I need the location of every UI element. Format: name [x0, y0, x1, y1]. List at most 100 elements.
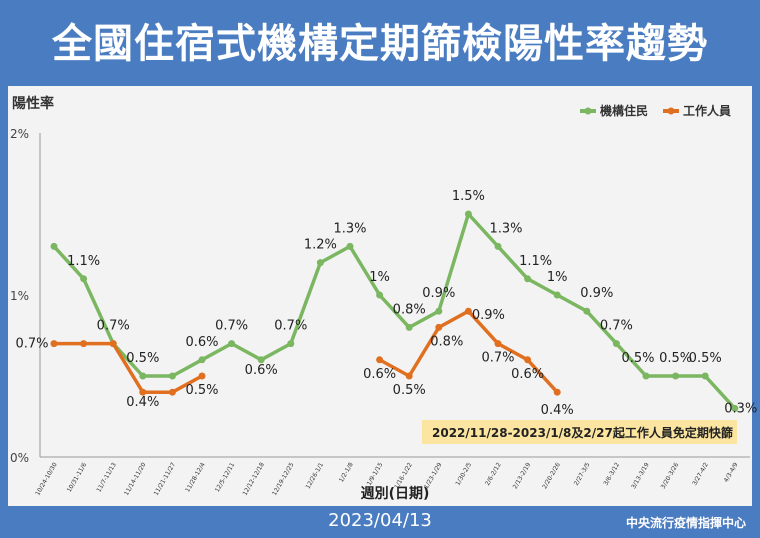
x-tick-label: 3/27-4/2 — [691, 461, 710, 487]
footer-date: 2023/04/13 — [328, 510, 432, 531]
data-point-1-15 — [494, 340, 502, 348]
data-label-0-10: 1.3% — [333, 221, 366, 236]
x-tick-label: 11/21-11/27 — [153, 461, 178, 496]
data-label-0-16: 1.1% — [519, 254, 552, 269]
data-point-0-10 — [346, 242, 354, 250]
data-point-0-15 — [494, 242, 502, 250]
legend-marker-staff — [667, 107, 675, 115]
series-line-0 — [52, 212, 737, 410]
x-axis-label: 週別(日期) — [361, 486, 430, 502]
data-label-1-13: 0.8% — [430, 334, 463, 349]
data-point-1-2 — [109, 340, 117, 348]
data-point-1-14 — [464, 307, 472, 315]
legend: 機構住民 工作人員 — [580, 103, 731, 118]
data-label-0-12: 0.8% — [393, 302, 426, 317]
y-tick-1: 1% — [10, 289, 29, 303]
y-axis-label: 陽性率 — [12, 95, 54, 112]
data-point-0-0 — [50, 242, 58, 250]
data-label-0-18: 0.9% — [580, 286, 613, 301]
data-point-0-18 — [583, 307, 591, 315]
data-labels: 1.1%0.7%0.5%0.6%0.7%0.6%0.7%1.2%1.3%1%0.… — [15, 189, 757, 418]
data-point-0-4 — [168, 372, 176, 380]
data-point-0-22 — [701, 372, 709, 380]
data-point-1-17 — [553, 388, 561, 396]
data-point-1-4 — [168, 388, 176, 396]
data-label-0-23: 0.3% — [724, 401, 757, 416]
x-tick-label: 2/27-3/5 — [573, 461, 592, 487]
data-point-1-13 — [435, 323, 443, 331]
data-label-0-7: 0.6% — [245, 363, 278, 378]
data-label-0-8: 0.7% — [274, 319, 307, 334]
data-label-1-14: 0.9% — [472, 308, 505, 323]
y-tick-2: 2% — [10, 127, 29, 141]
x-tick-label: 1/9-1/15 — [366, 461, 385, 487]
x-tick-label: 2/20-2/26 — [541, 461, 562, 490]
data-label-0-20: 0.5% — [621, 351, 654, 366]
data-point-1-3 — [139, 388, 147, 396]
data-label-0-11: 1% — [369, 270, 390, 285]
data-point-0-14 — [464, 210, 472, 218]
data-label-0-6: 0.7% — [215, 319, 248, 334]
x-tick-label: 12/5-12/11 — [214, 461, 237, 493]
page-title: 全國住宿式機構定期篩檢陽性率趨勢 — [52, 21, 708, 67]
data-label-0-14: 1.5% — [452, 189, 485, 204]
data-point-1-16 — [524, 356, 532, 364]
data-label-0-15: 1.3% — [489, 221, 522, 236]
x-tick-label: 12/26-1/1 — [305, 461, 326, 490]
x-tick-label: 11/28-12/4 — [184, 461, 207, 493]
legend-staff: 工作人員 — [683, 103, 731, 118]
data-point-0-3 — [139, 372, 147, 380]
x-tick-label: 11/14-11/20 — [123, 461, 148, 496]
data-label-0-1: 1.1% — [67, 254, 100, 269]
x-tick-label: 10/24-10/30 — [34, 461, 59, 496]
x-tick-label: 1/2-1/8 — [338, 461, 355, 483]
x-tick-label: 3/6-3/12 — [602, 461, 621, 487]
x-tick-label: 4/3-4/9 — [723, 461, 740, 483]
x-tick-label: 1/30-2/5 — [454, 461, 473, 487]
series-line-1 — [54, 341, 203, 394]
data-point-0-6 — [228, 340, 236, 348]
data-label-0-21: 0.5% — [659, 351, 692, 366]
data-label-0-3: 0.5% — [126, 351, 159, 366]
data-label-1-17: 0.4% — [541, 403, 574, 418]
data-point-0-11 — [376, 291, 384, 299]
annotation-text: 2022/11/28-2023/1/8及2/27起工作人員免定期快篩 — [432, 425, 733, 440]
data-label-0-2: 0.7% — [97, 319, 130, 334]
data-point-0-13 — [435, 307, 443, 315]
data-point-0-9 — [316, 259, 324, 267]
data-label-0-9: 1.2% — [304, 238, 337, 253]
data-point-1-12 — [405, 372, 413, 380]
data-label-1-16: 0.6% — [511, 367, 544, 382]
data-point-0-17 — [553, 291, 561, 299]
x-tick-label: 2/6-2/12 — [484, 461, 503, 487]
data-label-1-0: 0.7% — [15, 337, 48, 352]
y-tick-0: 0% — [10, 451, 29, 465]
data-point-0-8 — [287, 340, 295, 348]
x-tick-label: 2/13-2/19 — [512, 461, 533, 490]
data-point-0-16 — [524, 275, 532, 283]
data-point-1-1 — [80, 340, 88, 348]
data-point-0-20 — [642, 372, 650, 380]
legend-marker-residents — [584, 107, 592, 115]
data-point-0-23 — [731, 404, 739, 412]
data-label-0-13: 0.9% — [422, 286, 455, 301]
data-label-1-15: 0.7% — [481, 351, 514, 366]
data-label-1-12: 0.5% — [393, 383, 426, 398]
x-tick-label: 3/20-3/26 — [660, 461, 681, 490]
x-tick-label: 3/13-3/19 — [630, 461, 651, 490]
data-point-0-12 — [405, 323, 413, 331]
x-tick-label: 12/19-12/25 — [271, 461, 296, 496]
x-tick-label: 12/12-12/18 — [241, 461, 266, 496]
x-tick-label: 11/7-11/13 — [95, 461, 118, 493]
data-point-1-11 — [376, 356, 384, 364]
annotation-box — [422, 420, 737, 444]
data-point-0-19 — [612, 340, 620, 348]
data-label-1-11: 0.6% — [363, 367, 396, 382]
data-label-0-22: 0.5% — [689, 351, 722, 366]
series-lines — [50, 210, 739, 412]
footer-org: 中央流行疫情指揮中心 — [625, 516, 746, 530]
data-point-0-21 — [672, 372, 680, 380]
data-point-0-5 — [198, 356, 206, 364]
data-point-1-5 — [198, 372, 206, 380]
